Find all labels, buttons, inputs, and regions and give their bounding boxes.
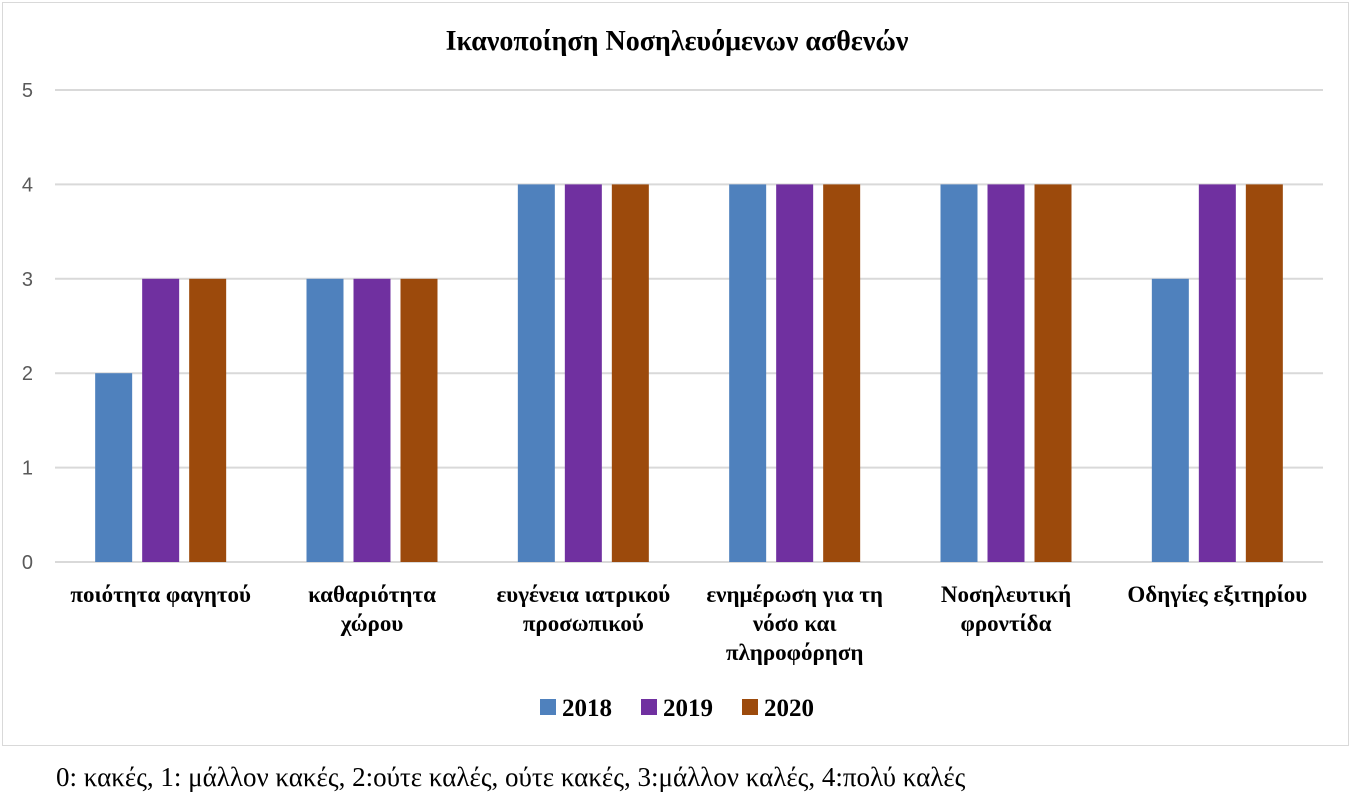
legend-label-2020: 2020 xyxy=(764,695,814,722)
x-category-label: χώρου xyxy=(340,611,404,636)
bar-2020-1 xyxy=(400,278,438,562)
scale-footnote: 0: κακές, 1: μάλλον κακές, 2:ούτε καλές,… xyxy=(56,762,966,792)
y-tick-label: 4 xyxy=(22,174,33,196)
chart-title: Ικανοποίηση Νοσηλευόμενων ασθενών xyxy=(446,26,909,57)
bar-2019-1 xyxy=(353,278,391,562)
bar-2020-4 xyxy=(1034,184,1072,562)
legend-swatch-2018 xyxy=(540,699,556,715)
y-tick-label: 1 xyxy=(22,458,33,480)
bar-2018-3 xyxy=(729,184,767,562)
bar-2018-4 xyxy=(940,184,978,562)
y-tick-label: 2 xyxy=(22,363,33,385)
x-category-label: ευγένεια ιατρικού xyxy=(496,582,670,607)
bars xyxy=(95,184,1283,562)
x-category-label: νόσο και xyxy=(752,611,837,636)
bar-2020-3 xyxy=(823,184,861,562)
x-category-label: καθαριότητα xyxy=(308,582,436,607)
x-category-label: προσωπικού xyxy=(523,611,644,636)
bar-2019-5 xyxy=(1198,184,1236,562)
gridlines xyxy=(55,89,1323,563)
bar-2019-3 xyxy=(776,184,814,562)
bar-2020-5 xyxy=(1245,184,1283,562)
legend-label-2019: 2019 xyxy=(663,695,713,722)
y-tick-label: 5 xyxy=(22,80,33,102)
bar-2018-1 xyxy=(306,278,344,562)
x-category-label: Οδηγίες εξιτηρίου xyxy=(1127,582,1307,607)
x-category-label: πληροφόρηση xyxy=(726,640,864,665)
legend-swatch-2020 xyxy=(742,699,758,715)
bar-2020-0 xyxy=(189,278,227,562)
x-category-label: ενημέρωση για τη xyxy=(706,582,883,607)
bar-2018-0 xyxy=(95,373,133,562)
y-axis-ticks: 0 1 2 3 4 5 xyxy=(22,80,33,574)
x-category-label: ποιότητα φαγητού xyxy=(70,582,251,607)
bar-2019-2 xyxy=(564,184,602,562)
bar-2018-2 xyxy=(517,184,555,562)
bar-2019-0 xyxy=(142,278,180,562)
x-axis-labels: ποιότητα φαγητού καθαριότητα χώρου ευγένεια… xyxy=(70,582,1307,665)
legend: 2018 2019 2020 xyxy=(540,695,814,722)
legend-label-2018: 2018 xyxy=(562,695,612,722)
bar-2019-4 xyxy=(987,184,1025,562)
bar-2018-5 xyxy=(1151,278,1189,562)
legend-swatch-2019 xyxy=(641,699,657,715)
bar-chart: Ικανοποίηση Νοσηλευόμενων ασθενών 0 1 2 3 4 5… xyxy=(22,26,1323,722)
bar-2020-2 xyxy=(611,184,649,562)
x-category-label: φροντίδα xyxy=(961,611,1052,636)
x-category-label: Νοσηλευτική xyxy=(941,582,1071,607)
y-tick-label: 3 xyxy=(22,269,33,291)
y-tick-label: 0 xyxy=(22,552,33,574)
